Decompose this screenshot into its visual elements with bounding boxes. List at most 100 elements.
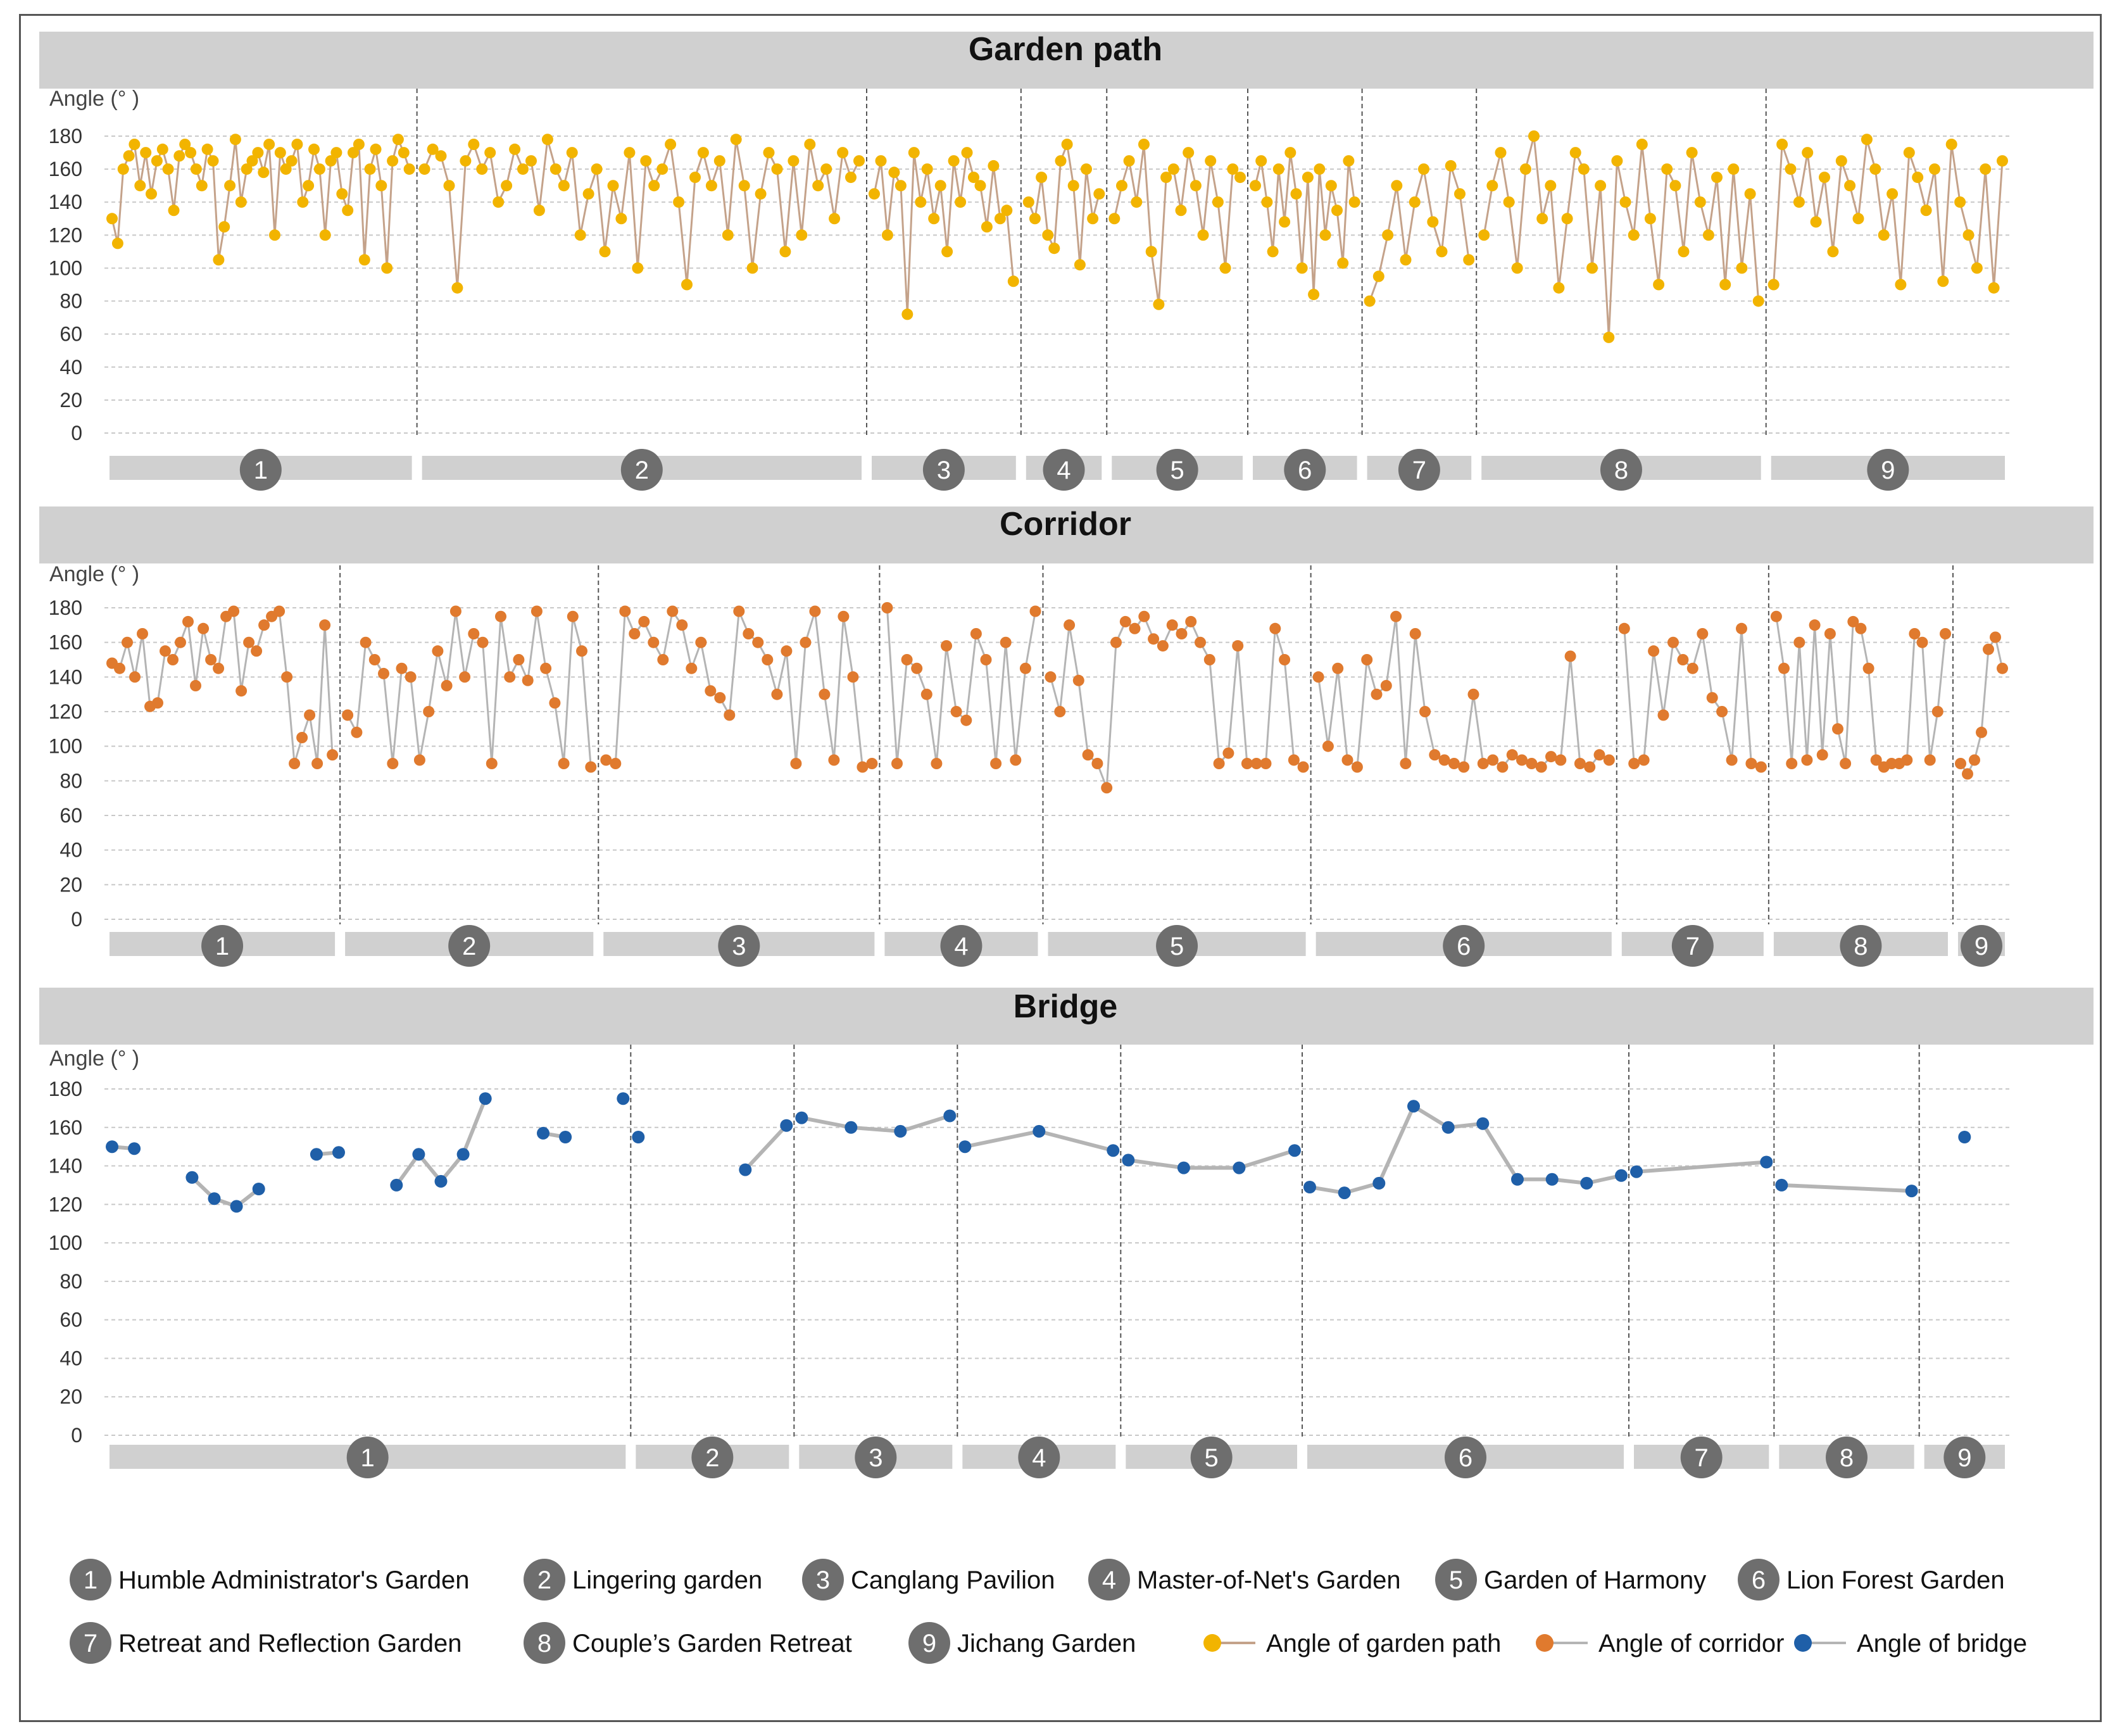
data-point	[1983, 643, 1994, 655]
data-point	[1793, 636, 1805, 648]
data-point	[156, 143, 168, 155]
data-point	[567, 610, 579, 622]
y-tick-label: 140	[49, 191, 82, 213]
data-point	[576, 645, 587, 657]
category-badge	[1443, 925, 1485, 967]
data-point	[111, 237, 123, 249]
data-point	[228, 605, 240, 617]
data-point	[451, 282, 463, 294]
data-point	[229, 134, 241, 146]
data-point	[1869, 163, 1881, 175]
data-point	[1969, 754, 1980, 766]
y-tick-label: 80	[60, 290, 82, 313]
data-point	[468, 628, 480, 639]
data-point	[1955, 758, 1966, 769]
data-point	[378, 667, 389, 679]
data-point	[901, 654, 913, 665]
series-line	[1773, 139, 2004, 288]
data-point	[1279, 216, 1291, 228]
data-point	[1438, 754, 1450, 766]
data-point	[381, 262, 393, 274]
legend-series-label: Angle of bridge	[1857, 1630, 2027, 1657]
data-point	[213, 254, 225, 266]
data-point	[697, 147, 709, 159]
data-point	[1232, 640, 1244, 652]
data-point	[375, 180, 387, 192]
data-point	[1611, 155, 1623, 167]
data-point	[1931, 706, 1943, 717]
data-point	[648, 180, 660, 192]
data-point	[1603, 331, 1615, 343]
y-tick-label: 60	[60, 1309, 82, 1331]
data-point	[281, 671, 293, 683]
category-badge-number: 5	[1171, 456, 1184, 484]
data-point	[1467, 688, 1479, 700]
series-line	[1127, 1148, 1295, 1170]
data-point	[280, 163, 292, 175]
data-point	[788, 155, 800, 167]
data-point	[289, 758, 301, 769]
data-point	[1325, 180, 1337, 192]
data-point	[1160, 172, 1172, 184]
category-badge-number: 6	[1457, 933, 1471, 960]
data-point	[1628, 229, 1640, 241]
data-point	[128, 1142, 141, 1155]
data-point	[1697, 628, 1709, 639]
data-point	[179, 139, 191, 150]
data-point	[1545, 751, 1557, 763]
data-point	[360, 636, 372, 648]
data-point	[1436, 246, 1448, 258]
data-point	[829, 213, 841, 225]
data-point	[122, 636, 133, 648]
data-point	[1847, 615, 1859, 627]
data-point	[182, 615, 194, 627]
data-point	[274, 147, 286, 159]
data-point	[1033, 1124, 1046, 1138]
data-point	[434, 1174, 448, 1188]
data-point	[213, 662, 225, 674]
data-point	[1536, 213, 1548, 225]
data-point	[1055, 155, 1067, 167]
legend-garden-number: 4	[1102, 1566, 1116, 1594]
data-point	[928, 213, 940, 225]
y-tick-label: 160	[49, 631, 82, 654]
category-badge	[1284, 449, 1326, 491]
data-point	[1250, 180, 1261, 192]
data-point	[486, 758, 498, 769]
data-point	[1630, 1165, 1643, 1178]
data-point	[1296, 262, 1308, 274]
data-point	[1110, 636, 1122, 648]
data-point	[1458, 761, 1470, 773]
category-badge	[448, 925, 491, 967]
y-tick-label: 120	[49, 1193, 82, 1216]
data-point	[1638, 754, 1650, 766]
data-point	[252, 147, 264, 159]
data-point	[348, 147, 359, 159]
data-point	[558, 758, 570, 769]
data-point	[968, 172, 979, 184]
data-point	[686, 662, 698, 674]
data-point	[1584, 761, 1596, 773]
legend-garden-name: Humble Administrator's Garden	[118, 1566, 470, 1594]
data-point	[358, 254, 370, 266]
legend-garden-number: 7	[84, 1630, 97, 1657]
data-point	[1657, 709, 1669, 721]
data-point	[1407, 1100, 1420, 1113]
data-point	[1190, 180, 1202, 192]
data-point	[501, 180, 513, 192]
data-point	[1380, 680, 1392, 691]
data-point	[888, 167, 900, 179]
data-point	[1290, 188, 1302, 200]
legend-series-label: Angle of corridor	[1598, 1630, 1784, 1657]
data-point	[1844, 180, 1856, 192]
y-tick-label: 180	[49, 125, 82, 148]
data-point	[1553, 282, 1565, 294]
category-badge	[922, 449, 965, 491]
data-point	[1802, 147, 1814, 159]
data-point	[468, 139, 480, 150]
data-point	[1810, 216, 1822, 228]
category-badge	[1867, 449, 1909, 491]
category-badge	[691, 1437, 734, 1478]
data-point	[387, 758, 399, 769]
data-point	[1364, 295, 1376, 307]
